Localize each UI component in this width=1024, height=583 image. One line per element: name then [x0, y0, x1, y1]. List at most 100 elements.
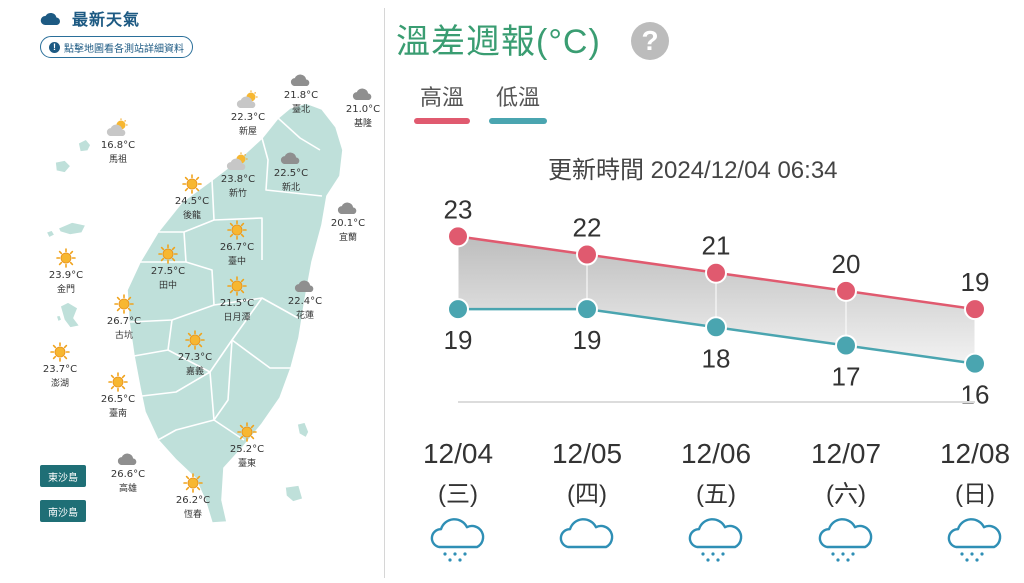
- forecast-day-12-05[interactable]: 12/05 (四): [532, 438, 642, 563]
- station-temp: 21.8°C: [283, 90, 319, 101]
- forecast-day-12-08[interactable]: 12/08 (日): [920, 438, 1024, 563]
- updated-time: 更新時間 2024/12/04 06:34: [548, 157, 838, 184]
- sun-icon: [182, 174, 202, 194]
- rain-cloud-icon: [688, 518, 743, 562]
- station-6[interactable]: 20.1°C 宜蘭: [316, 194, 380, 243]
- station-3[interactable]: 16.8°C 馬祖: [86, 116, 150, 165]
- station-16[interactable]: 26.5°C 臺南: [86, 370, 150, 419]
- station-temp: 20.1°C: [330, 218, 366, 229]
- station-temp: 27.3°C: [177, 352, 213, 363]
- high-temp-label: 19: [961, 267, 990, 297]
- station-temp: 22.3°C: [230, 112, 266, 123]
- low-temp-point: [964, 352, 986, 375]
- station-name: 花蓮: [295, 310, 314, 320]
- station-name: 高雄: [118, 483, 137, 493]
- station-18[interactable]: 26.6°C 高雄: [96, 445, 160, 494]
- sun-icon: [56, 248, 76, 268]
- taiwan-map[interactable]: [0, 0, 384, 583]
- legend-high-swatch: [414, 118, 470, 124]
- cloud-icon: [294, 280, 314, 292]
- station-14[interactable]: 27.3°C 嘉義: [163, 328, 227, 377]
- rain-cloud-icon: [818, 518, 873, 562]
- station-name: 新竹: [228, 188, 247, 198]
- station-temp: 24.5°C: [174, 196, 210, 207]
- station-9[interactable]: 23.9°C 金門: [34, 246, 98, 295]
- forecast-weekday: (日): [955, 481, 995, 508]
- station-name: 宜蘭: [338, 232, 357, 242]
- cloud-icon: [117, 453, 137, 465]
- station-name: 日月潭: [223, 312, 251, 322]
- dongsha-island-button[interactable]: 東沙島: [40, 465, 86, 487]
- station-name: 基隆: [353, 118, 372, 128]
- station-temp: 21.0°C: [345, 104, 381, 115]
- cloud-logo-icon: [40, 13, 60, 25]
- low-temp-label: 18: [702, 343, 731, 373]
- station-1[interactable]: 21.0°C 基隆: [331, 80, 395, 129]
- station-name: 田中: [158, 280, 177, 290]
- legend-low-label: 低溫: [495, 85, 540, 110]
- station-name: 金門: [56, 284, 75, 294]
- station-name: 臺南: [108, 408, 127, 418]
- high-temp-label: 22: [573, 213, 602, 243]
- station-13[interactable]: 26.7°C 古坑: [92, 292, 156, 341]
- station-8[interactable]: 26.7°C 臺中: [205, 218, 269, 267]
- station-temp: 27.5°C: [150, 266, 186, 277]
- forecast-date: 12/06: [680, 438, 752, 469]
- kinmen-island: [57, 221, 87, 236]
- high-temp-label: 21: [702, 231, 731, 261]
- sun-icon: [227, 276, 247, 296]
- station-name: 新北: [281, 182, 300, 192]
- taiwan-main-island: [126, 102, 344, 524]
- forecast-day-12-04[interactable]: 12/04 (三): [403, 438, 513, 563]
- legend-high-label: 高溫: [419, 85, 464, 110]
- station-name: 馬祖: [108, 154, 127, 164]
- high-temp-point: [964, 298, 986, 321]
- station-15[interactable]: 23.7°C 澎湖: [28, 340, 92, 389]
- map-info-label: 點擊地圖看各測站詳細資料: [64, 43, 184, 55]
- station-name: 恆春: [183, 509, 202, 519]
- nansha-island-button[interactable]: 南沙島: [40, 500, 86, 522]
- station-5[interactable]: 23.8°C 新竹: [206, 150, 270, 199]
- cloud-icon: [352, 88, 372, 100]
- partly-cloudy-icon: [106, 118, 128, 136]
- legend-low[interactable]: 低溫: [489, 80, 547, 124]
- legend-high[interactable]: 高溫: [414, 80, 470, 124]
- station-name: 澎湖: [50, 378, 69, 388]
- station-7[interactable]: 24.5°C 後龍: [160, 172, 224, 221]
- high-temp-point: [835, 279, 857, 302]
- station-temp: 25.2°C: [229, 444, 265, 455]
- station-name: 臺中: [227, 256, 246, 266]
- sun-icon: [114, 294, 134, 314]
- sun-icon: [158, 244, 178, 264]
- station-12[interactable]: 22.4°C 花蓮: [273, 272, 337, 321]
- station-10[interactable]: 27.5°C 田中: [136, 242, 200, 291]
- station-name: 臺北: [291, 104, 310, 114]
- station-temp: 22.4°C: [287, 296, 323, 307]
- station-2[interactable]: 22.3°C 新屋: [216, 88, 280, 137]
- forecast-date: 12/07: [810, 438, 882, 469]
- forecast-weekday: (三): [438, 481, 478, 508]
- station-4[interactable]: 22.5°C 新北: [259, 144, 323, 193]
- cloud-icon: [280, 152, 300, 164]
- sun-icon: [50, 342, 70, 362]
- station-temp: 23.8°C: [220, 174, 256, 185]
- forecast-day-12-07[interactable]: 12/07 (六): [791, 438, 901, 563]
- forecast-weekday: (五): [696, 481, 736, 508]
- info-icon: !: [49, 41, 60, 53]
- cloud-icon: [559, 518, 614, 549]
- station-17[interactable]: 25.2°C 臺東: [215, 420, 279, 469]
- station-0[interactable]: 21.8°C 臺北: [269, 66, 333, 115]
- panel-divider: [384, 8, 385, 578]
- low-temp-point: [835, 334, 857, 357]
- high-temp-point: [576, 243, 598, 266]
- station-19[interactable]: 26.2°C 恆春: [161, 471, 225, 520]
- forecast-day-12-06[interactable]: 12/06 (五): [661, 438, 771, 563]
- low-temp-point: [447, 298, 469, 321]
- help-icon[interactable]: ?: [631, 22, 669, 60]
- map-info-button[interactable]: ! 點擊地圖看各測站詳細資料: [40, 36, 193, 58]
- header-title: 最新天氣: [72, 12, 141, 29]
- station-11[interactable]: 21.5°C 日月潭: [205, 274, 269, 323]
- low-temp-point: [705, 316, 727, 339]
- station-name: 古坑: [114, 330, 133, 340]
- high-temp-label: 20: [832, 249, 861, 279]
